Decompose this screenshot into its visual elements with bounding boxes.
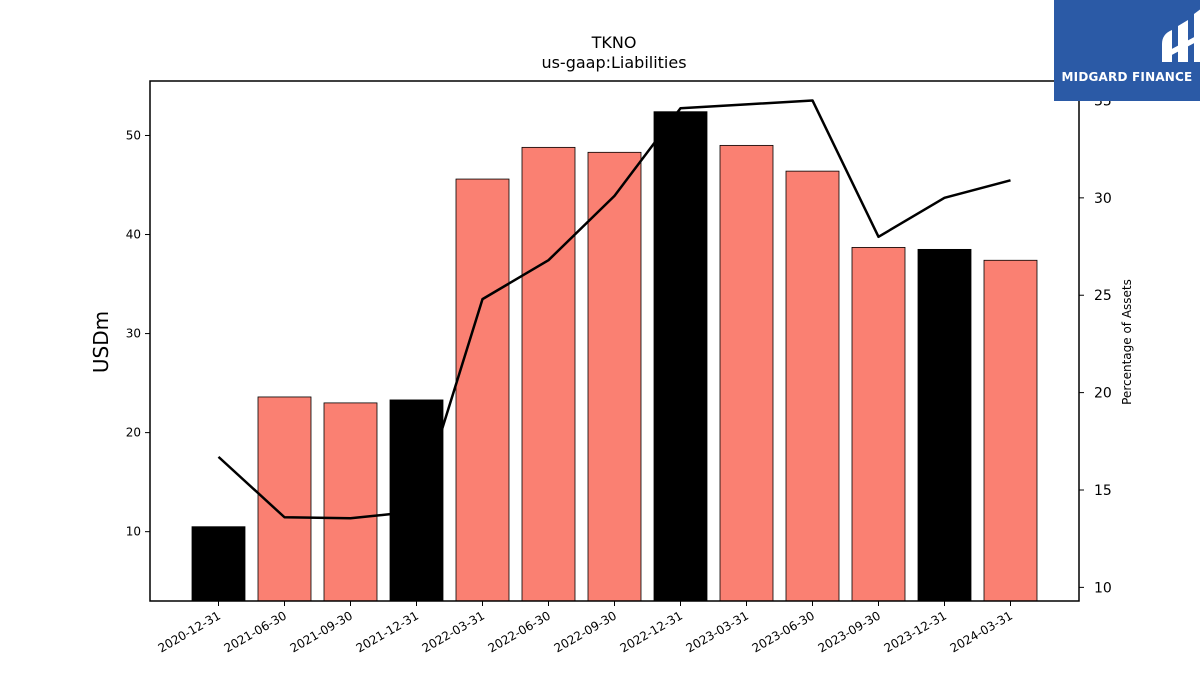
y-tick-label: 20	[126, 426, 141, 440]
bar-2020-12-31	[191, 526, 246, 602]
y-tick-label: 10	[126, 525, 141, 539]
x-tick-label: 2023-12-31	[882, 608, 949, 655]
percentage-line	[217, 99, 1011, 520]
bar-2022-09-30	[587, 151, 642, 602]
logo-text: MIDGARD FINANCE	[1061, 70, 1193, 84]
y2-tick-label: 30	[1094, 191, 1112, 207]
y2-axis-label: Percentage of Assets	[1120, 279, 1134, 405]
chart-subtitle: us-gaap:Liabilities	[541, 53, 686, 72]
x-tick-label: 2021-09-30	[288, 608, 355, 655]
x-tick-label: 2022-06-30	[486, 608, 553, 655]
bar-2023-09-30	[851, 246, 906, 602]
x-tick-label: 2022-09-30	[552, 608, 619, 655]
x-tick-label: 2024-03-31	[948, 608, 1015, 655]
bar-2023-06-30	[785, 170, 840, 602]
x-tick-label: 2020-12-31	[156, 608, 223, 655]
bar-2022-06-30	[521, 146, 576, 602]
chart-title: TKNO	[591, 33, 637, 52]
x-tick-label: 2021-12-31	[354, 608, 421, 655]
bar-2023-12-31	[917, 248, 972, 602]
y2-tick-label: 25	[1094, 288, 1112, 304]
bar-2022-03-31	[455, 178, 510, 602]
x-tick-label: 2022-03-31	[420, 608, 487, 655]
x-tick-label: 2023-06-30	[750, 608, 817, 655]
y-tick-label: 50	[126, 128, 141, 142]
bar-2021-06-30	[257, 396, 312, 602]
y-tick-label: 40	[126, 228, 141, 242]
bar-2022-12-31	[653, 111, 708, 602]
y2-tick-label: 10	[1094, 580, 1112, 596]
x-axis: 2020-12-312021-06-302021-09-302021-12-31…	[156, 601, 1015, 655]
y2-tick-label: 15	[1094, 483, 1112, 499]
y-axis-label: USDm	[89, 311, 113, 373]
y2-tick-label: 20	[1094, 386, 1112, 402]
x-tick-label: 2021-06-30	[222, 608, 289, 655]
brand-logo: MIDGARD FINANCE	[1054, 0, 1200, 101]
line-series	[217, 99, 1011, 520]
x-tick-label: 2023-03-31	[684, 608, 751, 655]
y-tick-label: 30	[126, 327, 141, 341]
x-tick-label: 2023-09-30	[816, 608, 883, 655]
logo-mark-icon	[1162, 9, 1200, 62]
x-tick-label: 2022-12-31	[618, 608, 685, 655]
bar-2023-03-31	[719, 144, 774, 602]
bar-2021-12-31	[389, 399, 444, 602]
bar-2024-03-31	[983, 259, 1038, 602]
left-axis: 10 20 30 40 50	[126, 128, 150, 539]
bar-series	[191, 111, 1038, 602]
bar-2021-09-30	[323, 402, 378, 602]
